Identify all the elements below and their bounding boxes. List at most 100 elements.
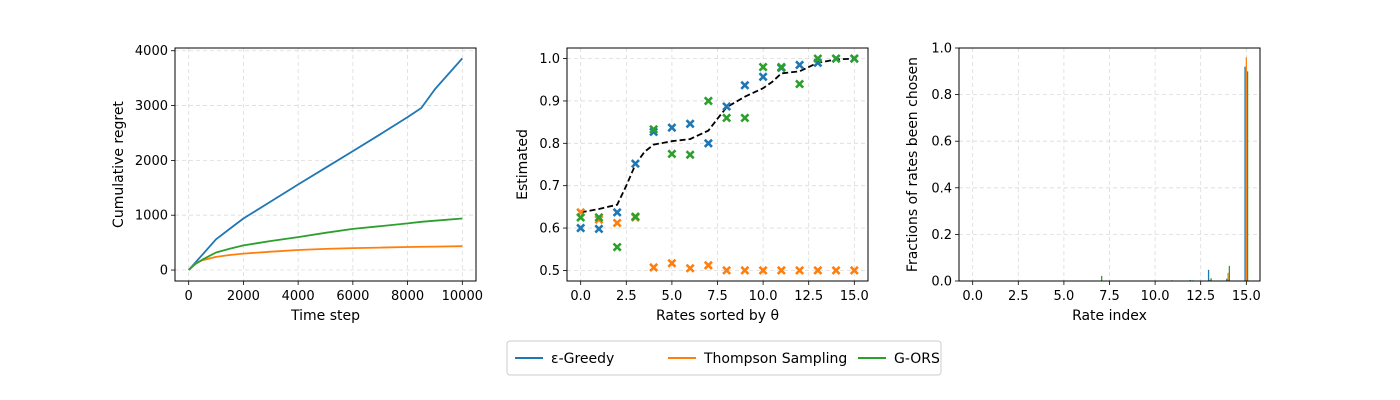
scatter-point bbox=[649, 262, 659, 272]
y-tick-label: 0.2 bbox=[931, 228, 952, 243]
bar bbox=[1246, 71, 1249, 281]
scatter-point bbox=[849, 54, 859, 64]
x-tick-label: 10.0 bbox=[1141, 289, 1170, 304]
x-tick-label: 0.0 bbox=[570, 289, 591, 304]
scatter-point bbox=[740, 113, 750, 123]
x-tick-label: 15.0 bbox=[840, 289, 869, 304]
y-tick-label: 1.0 bbox=[931, 42, 952, 57]
y-tick-label: 0.6 bbox=[931, 135, 952, 150]
y-tick-label: 0 bbox=[160, 264, 168, 279]
x-axis-label: Time step bbox=[290, 308, 360, 324]
scatter-point bbox=[703, 138, 713, 148]
x-tick-label: 5.0 bbox=[1054, 289, 1075, 304]
y-tick-label: 4000 bbox=[135, 44, 168, 59]
y-tick-label: 0.6 bbox=[539, 222, 560, 237]
legend: ε-Greedy Thompson Sampling G-ORS bbox=[506, 340, 942, 376]
y-tick-label: 1000 bbox=[135, 209, 168, 224]
scatter-point bbox=[758, 62, 768, 72]
scatter-point bbox=[630, 212, 640, 222]
y-tick-label: 1.0 bbox=[539, 52, 560, 67]
scatter-point bbox=[649, 124, 659, 134]
y-tick-label: 0.4 bbox=[931, 181, 952, 196]
plot-frame bbox=[174, 47, 477, 282]
y-tick-label: 0.9 bbox=[539, 94, 560, 109]
x-tick-label: 12.5 bbox=[794, 289, 823, 304]
scatter-point bbox=[630, 159, 640, 169]
scatter-point bbox=[685, 263, 695, 273]
scatter-point bbox=[722, 265, 732, 275]
legend-label: Thompson Sampling bbox=[703, 351, 847, 367]
estimate-chart: 0.0 2.5 5.0 7.5 10.0 12.5 15.0 0.5 0.6 0.7 0.8 0.9 1… bbox=[515, 47, 869, 324]
x-tick-label: 2.5 bbox=[616, 289, 637, 304]
y-axis-label: Fractions of rates been chosen bbox=[905, 57, 921, 272]
y-tick-label: 2000 bbox=[135, 154, 168, 169]
scatter-point bbox=[795, 79, 805, 89]
scatter-point bbox=[758, 265, 768, 275]
scatter-point bbox=[685, 119, 695, 129]
scatter-point bbox=[813, 54, 823, 64]
scatter-point bbox=[703, 260, 713, 270]
scatter-point bbox=[776, 62, 786, 72]
legend-label: ε-Greedy bbox=[551, 351, 614, 367]
x-tick-label: 10.0 bbox=[749, 289, 778, 304]
scatter-point bbox=[831, 265, 841, 275]
x-tick-label: 4000 bbox=[282, 289, 315, 304]
x-tick-label: 15.0 bbox=[1232, 289, 1261, 304]
scatter-point bbox=[740, 80, 750, 90]
x-tick-label: 8000 bbox=[391, 289, 424, 304]
regret-chart: 0 2000 4000 6000 8000 10000 0 1000 2000 3000 4000 T… bbox=[111, 44, 483, 324]
y-tick-label: 3000 bbox=[135, 99, 168, 114]
scatter-point bbox=[576, 223, 586, 233]
legend-box bbox=[506, 340, 942, 376]
scatter-point bbox=[667, 258, 677, 268]
series-line-1 bbox=[188, 245, 463, 271]
scatter-point bbox=[612, 218, 622, 228]
scatter-point bbox=[649, 127, 659, 137]
scatter-point bbox=[594, 215, 604, 225]
x-tick-label: 0.0 bbox=[962, 289, 983, 304]
bar bbox=[1245, 57, 1247, 281]
y-axis-label: Estimated bbox=[515, 129, 531, 200]
fraction-chart: 0.0 2.5 5.0 7.5 10.0 12.5 15.0 0.0 0.2 0.4 0.6 0.8 1… bbox=[905, 42, 1261, 325]
y-tick-label: 0.5 bbox=[539, 264, 560, 279]
scatter-point bbox=[722, 101, 732, 111]
bar bbox=[1228, 265, 1230, 281]
y-tick-label: 0.8 bbox=[931, 88, 952, 103]
scatter-point bbox=[795, 265, 805, 275]
x-tick-label: 7.5 bbox=[707, 289, 728, 304]
scatter-point bbox=[594, 212, 604, 222]
x-tick-label: 7.5 bbox=[1099, 289, 1120, 304]
series-line-2 bbox=[188, 217, 463, 271]
scatter-point bbox=[795, 60, 805, 70]
bar bbox=[1227, 272, 1229, 281]
scatter-point bbox=[576, 212, 586, 222]
y-tick-label: 0.7 bbox=[539, 179, 560, 194]
scatter-point bbox=[849, 265, 859, 275]
x-tick-label: 5.0 bbox=[662, 289, 683, 304]
bar bbox=[1210, 278, 1212, 281]
x-tick-label: 10000 bbox=[442, 289, 483, 304]
x-tick-label: 2000 bbox=[227, 289, 260, 304]
bar bbox=[1226, 278, 1228, 281]
scatter-point bbox=[667, 123, 677, 133]
scatter-point bbox=[722, 113, 732, 123]
x-axis-label: Rate index bbox=[1072, 308, 1147, 324]
scatter-point bbox=[685, 150, 695, 160]
scatter-point bbox=[740, 265, 750, 275]
scatter-point bbox=[813, 265, 823, 275]
bar bbox=[1209, 279, 1211, 281]
x-tick-label: 12.5 bbox=[1186, 289, 1215, 304]
bar bbox=[1244, 66, 1246, 281]
reference-line bbox=[580, 57, 855, 214]
scatter-point bbox=[612, 242, 622, 252]
y-axis-label: Cumulative regret bbox=[111, 101, 127, 228]
scatter-point bbox=[612, 207, 622, 217]
scatter-point bbox=[831, 54, 841, 64]
y-tick-label: 0.0 bbox=[931, 275, 952, 290]
legend-label: G-ORS bbox=[894, 351, 940, 367]
scatter-point bbox=[776, 265, 786, 275]
scatter-point bbox=[594, 224, 604, 234]
x-tick-label: 6000 bbox=[336, 289, 369, 304]
scatter-point bbox=[758, 72, 768, 82]
